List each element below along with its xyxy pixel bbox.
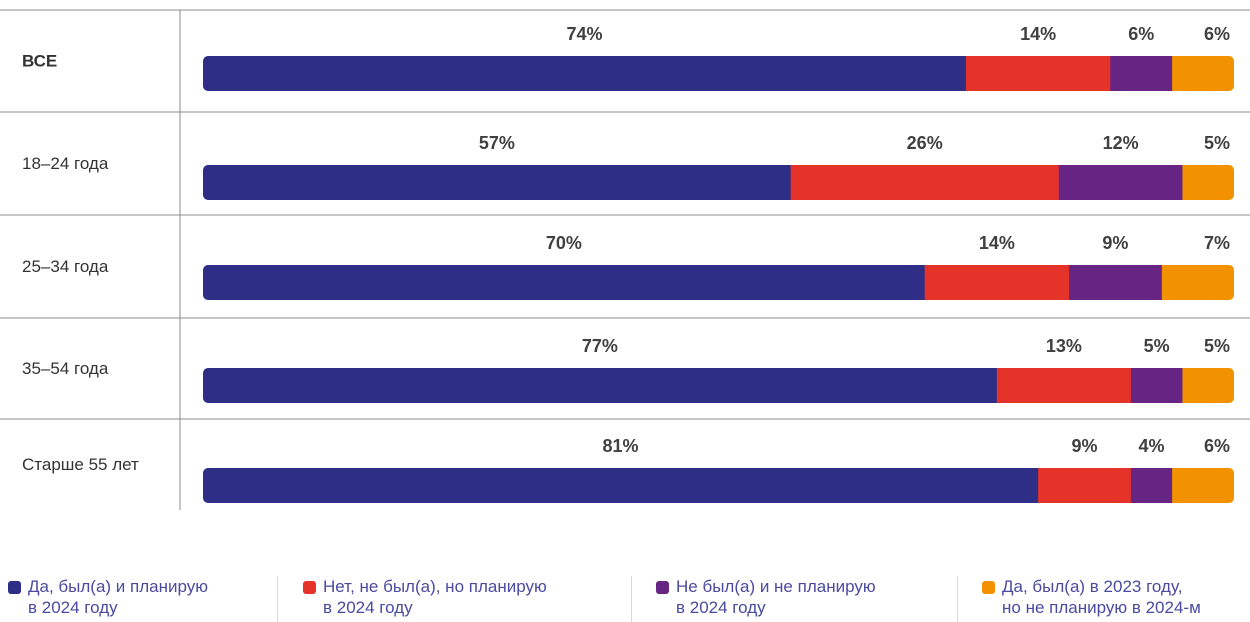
bar-segment: [1172, 468, 1234, 503]
bar-segment: [203, 265, 926, 300]
data-label: 6%: [1204, 436, 1230, 456]
legend-separator: [277, 576, 278, 622]
data-label: 9%: [1102, 233, 1128, 253]
legend-item: Да, был(а) и планирую в 2024 году: [8, 576, 208, 618]
legend-item: Нет, не был(а), но планирую в 2024 году: [303, 576, 547, 618]
legend-item: Да, был(а) в 2023 году, но не планирую в…: [982, 576, 1201, 618]
bar-group: [203, 368, 1234, 403]
data-label: 13%: [1046, 336, 1082, 356]
stacked-bar-chart: ВСЕ 74% 14% 6% 6% 18–24 года 57% 26% 12% 5% 25–34 …: [0, 9, 1250, 510]
bar-segment: [1161, 265, 1234, 300]
data-label: 5%: [1204, 133, 1230, 153]
legend-separator: [957, 576, 958, 622]
legend-swatch: [8, 581, 21, 594]
data-label: 77%: [582, 336, 618, 356]
legend-swatch: [982, 581, 995, 594]
data-label: 6%: [1204, 24, 1230, 44]
chart-legend: Да, был(а) и планирую в 2024 году Нет, не…: [0, 576, 1250, 622]
legend-label: Да, был(а) и планирую в 2024 году: [28, 577, 208, 617]
data-label: 57%: [479, 133, 515, 153]
bar-group: [203, 468, 1234, 503]
bar-segment: [203, 56, 967, 91]
bar-group: [203, 56, 1234, 91]
legend-label: Не был(а) и не планирую в 2024 году: [676, 577, 876, 617]
bar-segment: [1182, 165, 1234, 200]
bar-segment: [1110, 56, 1173, 91]
bar-segment: [203, 368, 998, 403]
bar-segment: [1130, 368, 1183, 403]
data-label: 12%: [1103, 133, 1139, 153]
bar-segment: [1038, 468, 1132, 503]
data-label: 7%: [1204, 233, 1230, 253]
data-label: 14%: [979, 233, 1015, 253]
bar-segment: [790, 165, 1060, 200]
legend-swatch: [656, 581, 669, 594]
category-label: 35–54 года: [22, 359, 109, 378]
category-label: 18–24 года: [22, 154, 109, 173]
data-label: 4%: [1139, 436, 1165, 456]
bar-segment: [996, 368, 1132, 403]
category-label: ВСЕ: [22, 51, 57, 70]
bar-segment: [1130, 468, 1173, 503]
data-label: 26%: [907, 133, 943, 153]
data-label: 5%: [1204, 336, 1230, 356]
bar-segment: [965, 56, 1111, 91]
bar-segment: [203, 165, 792, 200]
bar-group: [203, 265, 1234, 300]
category-label: 25–34 года: [22, 257, 109, 276]
legend-label: Нет, не был(а), но планирую в 2024 году: [323, 577, 547, 617]
data-label: 74%: [566, 24, 602, 44]
legend-label: Да, был(а) в 2023 году, но не планирую в…: [1002, 577, 1201, 617]
bar-group: [203, 165, 1234, 200]
bar-segment: [1069, 265, 1163, 300]
legend-swatch: [303, 581, 316, 594]
data-label: 9%: [1071, 436, 1097, 456]
category-label: Старше 55 лет: [22, 455, 139, 474]
legend-item: Не был(а) и не планирую в 2024 году: [656, 576, 876, 618]
bar-segment: [1182, 368, 1234, 403]
data-label: 14%: [1020, 24, 1056, 44]
bar-segment: [924, 265, 1070, 300]
bar-segment: [1172, 56, 1234, 91]
data-label: 5%: [1144, 336, 1170, 356]
bar-segment: [203, 468, 1039, 503]
data-label: 81%: [603, 436, 639, 456]
data-label: 70%: [546, 233, 582, 253]
legend-separator: [631, 576, 632, 622]
bar-segment: [1058, 165, 1183, 200]
data-label: 6%: [1128, 24, 1154, 44]
